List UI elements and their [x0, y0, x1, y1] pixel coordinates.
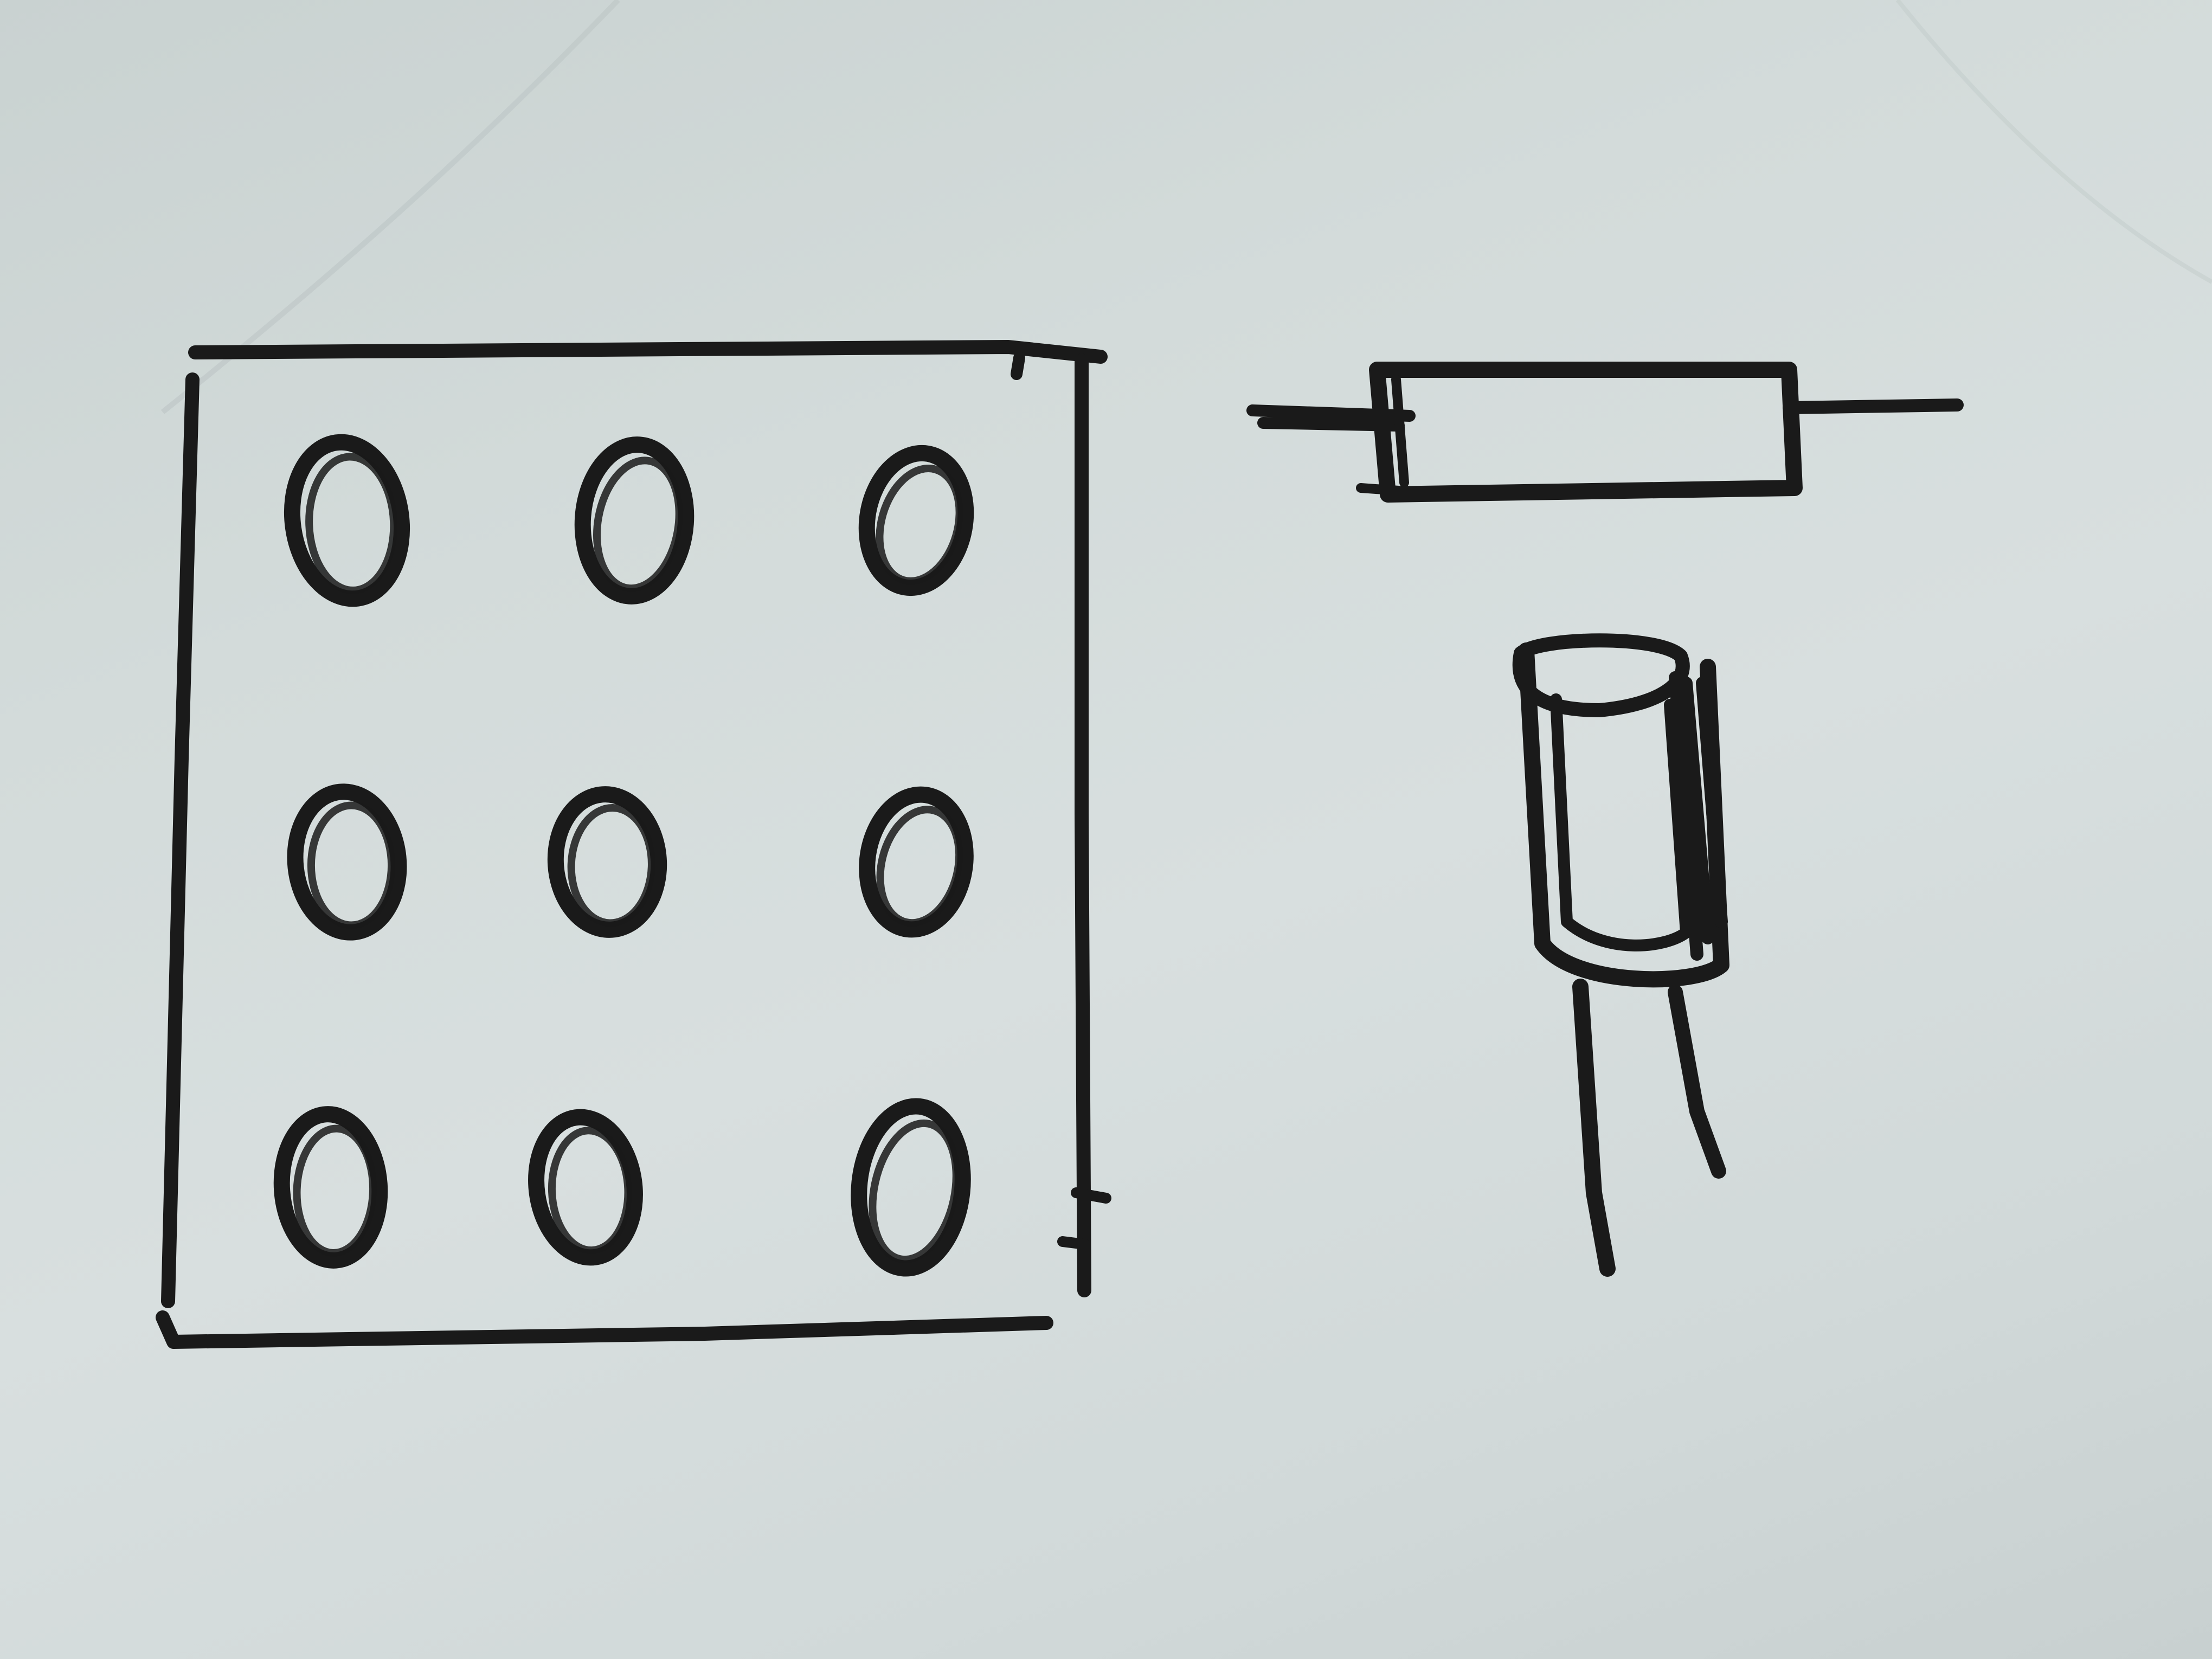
perfboard-hole-r2-c3-retrace	[876, 806, 963, 927]
capacitor-body-outline	[1518, 642, 1729, 988]
perfboard-hole-r3-c1-retrace	[293, 1124, 377, 1257]
perfboard-bottom-edge	[156, 1310, 1053, 1349]
perfboard-hole-r1-c2-retrace	[593, 456, 683, 593]
perfboard-hole-r3-c3-retrace	[869, 1119, 960, 1264]
capacitor	[1512, 633, 1729, 1277]
perfboard-hole-r1-c3-retrace	[876, 465, 963, 585]
capacitor-body-inner	[1550, 693, 1692, 951]
resistor	[1246, 362, 1964, 503]
perfboard-right-edge-tick	[1057, 1187, 1111, 1250]
perfboard-hole-r2-c1	[287, 783, 407, 941]
perfboard-hole-r2-c3	[859, 786, 974, 938]
perfboard-left-edge	[161, 372, 200, 1308]
perfboard-hole-r1-c1	[284, 434, 410, 607]
perfboard-hole-r3-c1	[273, 1106, 388, 1269]
perfboard-hole-r2-c2-retrace	[567, 804, 655, 927]
capacitor-top-cap	[1512, 633, 1690, 717]
perfboard-hole-r1-c2	[574, 436, 695, 605]
resistor-right-lead	[1783, 398, 1964, 414]
perfboard-holes	[273, 434, 974, 1277]
capacitor-right-lead	[1668, 985, 1726, 1179]
perfboard-top-edge-overlap	[1011, 352, 1025, 380]
resistor-body-inner-stroke	[1356, 375, 1409, 496]
perfboard-hole-r1-c1-retrace	[305, 453, 398, 594]
perfboard-hole-r3-c2-retrace	[548, 1127, 632, 1255]
perfboard-hole-r3-c3	[851, 1098, 971, 1277]
perfboard-top-edge	[188, 340, 1108, 364]
perfboard-right-edge	[1075, 353, 1091, 1297]
perfboard	[156, 340, 1111, 1349]
perfboard-hole-r1-c3	[858, 445, 974, 596]
perfboard-hole-r3-c2	[528, 1109, 643, 1266]
perfboard-hole-r2-c2	[547, 786, 667, 938]
paper-fold-shadow	[1895, 0, 2212, 284]
resistor-body	[1369, 362, 1803, 503]
perfboard-hole-r2-c1-retrace	[307, 801, 396, 929]
capacitor-body-shading	[1669, 671, 1728, 961]
capacitor-left-lead	[1572, 979, 1616, 1277]
